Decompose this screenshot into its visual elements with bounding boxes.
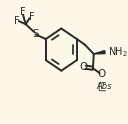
- Text: F: F: [20, 7, 26, 17]
- Text: O: O: [97, 69, 106, 79]
- Text: O: O: [79, 62, 88, 72]
- FancyBboxPatch shape: [99, 83, 109, 91]
- Text: F: F: [14, 16, 19, 26]
- Text: F: F: [29, 12, 34, 22]
- Text: S: S: [32, 29, 39, 39]
- Polygon shape: [94, 51, 105, 54]
- Text: Abs: Abs: [97, 82, 112, 91]
- Text: NH$_2$: NH$_2$: [108, 45, 128, 59]
